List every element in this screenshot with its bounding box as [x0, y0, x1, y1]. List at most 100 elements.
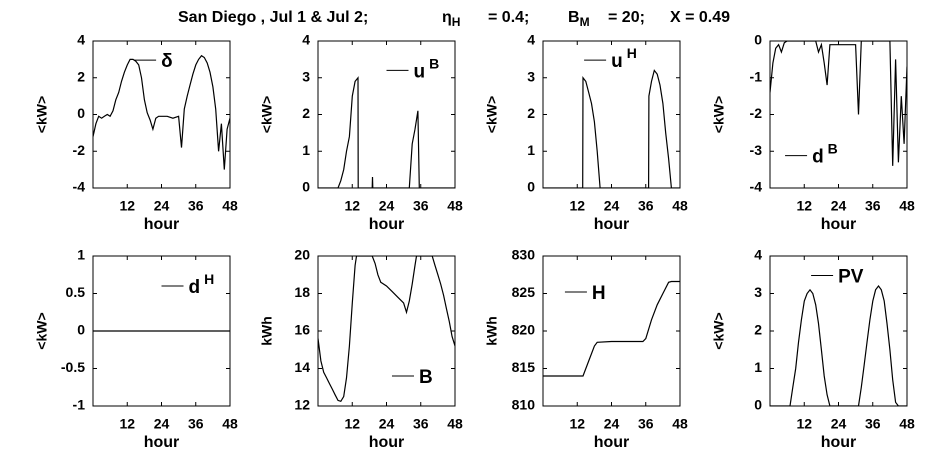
plot-area: [543, 280, 680, 377]
x-tick-label: 36: [413, 198, 429, 214]
y-tick-label: 4: [527, 32, 535, 48]
legend-name: u: [611, 51, 623, 72]
title-sub: H: [452, 15, 461, 29]
plot-area: [770, 284, 907, 406]
x-axis-label: hour: [594, 434, 630, 451]
x-tick-label: 36: [865, 416, 881, 432]
x-tick-label: 12: [344, 198, 360, 214]
y-tick-label: -4: [73, 179, 86, 195]
y-tick-label: -1: [750, 68, 763, 84]
title-part: San Diego , Jul 1 & Jul 2;: [178, 9, 368, 26]
x-tick-label: 36: [865, 198, 881, 214]
y-tick-label: 0: [77, 105, 85, 121]
plot-area: [543, 69, 680, 188]
y-axis-label: kWh: [259, 316, 275, 346]
axes-box: [542, 255, 681, 407]
legend-name: d: [812, 147, 824, 168]
legend-name: δ: [161, 51, 173, 72]
y-tick-label: 2: [77, 68, 85, 84]
x-tick-label: 48: [222, 416, 238, 432]
y-axis-label: <kW>: [484, 96, 500, 133]
legend-sup: B: [429, 55, 439, 71]
title-part: X = 0.49: [670, 9, 730, 26]
data-line: [93, 54, 230, 170]
x-tick-label: 48: [222, 198, 238, 214]
plot-area: [770, 41, 907, 166]
data-line: [318, 76, 455, 188]
data-line: [770, 41, 907, 166]
x-axis-label: hour: [821, 216, 857, 233]
y-axis-label: <kW>: [711, 312, 727, 349]
legend-sup: H: [204, 271, 214, 287]
x-tick-label: 12: [344, 416, 360, 432]
x-tick-label: 12: [796, 198, 812, 214]
title-part: = 20;: [608, 9, 645, 26]
x-tick-label: 36: [188, 416, 204, 432]
y-axis-label: <kW>: [259, 96, 275, 133]
x-tick-label: 24: [604, 416, 620, 432]
title-sub: M: [580, 15, 590, 29]
plot-area: [93, 54, 230, 170]
legend-label: PV: [838, 267, 864, 288]
y-tick-label: -4: [750, 179, 763, 195]
axes-box: [769, 40, 908, 189]
x-tick-label: 24: [604, 198, 620, 214]
y-tick-label: 3: [754, 284, 762, 300]
x-axis-label: hour: [369, 216, 405, 233]
y-tick-label: 16: [294, 322, 310, 338]
legend-label: δ: [161, 51, 173, 72]
y-tick-label: 1: [754, 359, 762, 375]
legend-name: PV: [838, 267, 864, 288]
y-tick-label: -2: [750, 105, 763, 121]
axes-box: [317, 255, 456, 407]
x-axis-label: hour: [144, 434, 180, 451]
y-axis-label: kWh: [484, 316, 500, 346]
y-tick-label: -3: [750, 142, 763, 158]
x-tick-label: 48: [899, 198, 915, 214]
y-tick-label: 0: [754, 397, 762, 413]
y-tick-label: 0: [77, 322, 85, 338]
title-part: = 0.4;: [488, 9, 529, 26]
x-tick-label: 24: [831, 416, 847, 432]
y-tick-label: 2: [754, 322, 762, 338]
y-tick-label: 1: [302, 142, 310, 158]
x-tick-label: 24: [379, 198, 395, 214]
data-line: [770, 284, 907, 406]
x-tick-label: 12: [119, 198, 135, 214]
y-tick-label: 3: [302, 68, 310, 84]
x-tick-label: 12: [796, 416, 812, 432]
x-axis-label: hour: [144, 216, 180, 233]
x-tick-label: 24: [379, 416, 395, 432]
x-tick-label: 36: [413, 416, 429, 432]
y-tick-label: 1: [527, 142, 535, 158]
y-tick-label: 14: [294, 359, 310, 375]
y-tick-label: 2: [527, 105, 535, 121]
y-tick-label: 4: [77, 32, 85, 48]
y-tick-label: 810: [512, 397, 536, 413]
y-tick-label: 1: [77, 247, 85, 263]
title-part: B: [568, 9, 580, 26]
y-tick-label: 3: [527, 68, 535, 84]
plot-area: [318, 76, 455, 188]
x-tick-label: 48: [447, 198, 463, 214]
y-tick-label: 820: [512, 322, 536, 338]
y-tick-label: 830: [512, 247, 536, 263]
title-part: η: [442, 9, 452, 26]
x-tick-label: 36: [188, 198, 204, 214]
y-axis-label: <kW>: [34, 312, 50, 349]
x-tick-label: 48: [672, 198, 688, 214]
legend-name: d: [189, 277, 201, 298]
legend-sup: H: [627, 45, 637, 61]
x-tick-label: 24: [831, 198, 847, 214]
x-tick-label: 12: [569, 416, 585, 432]
y-tick-label: 0: [754, 32, 762, 48]
y-tick-label: 2: [302, 105, 310, 121]
y-tick-label: 20: [294, 247, 310, 263]
y-tick-label: 4: [302, 32, 310, 48]
x-tick-label: 36: [638, 416, 654, 432]
